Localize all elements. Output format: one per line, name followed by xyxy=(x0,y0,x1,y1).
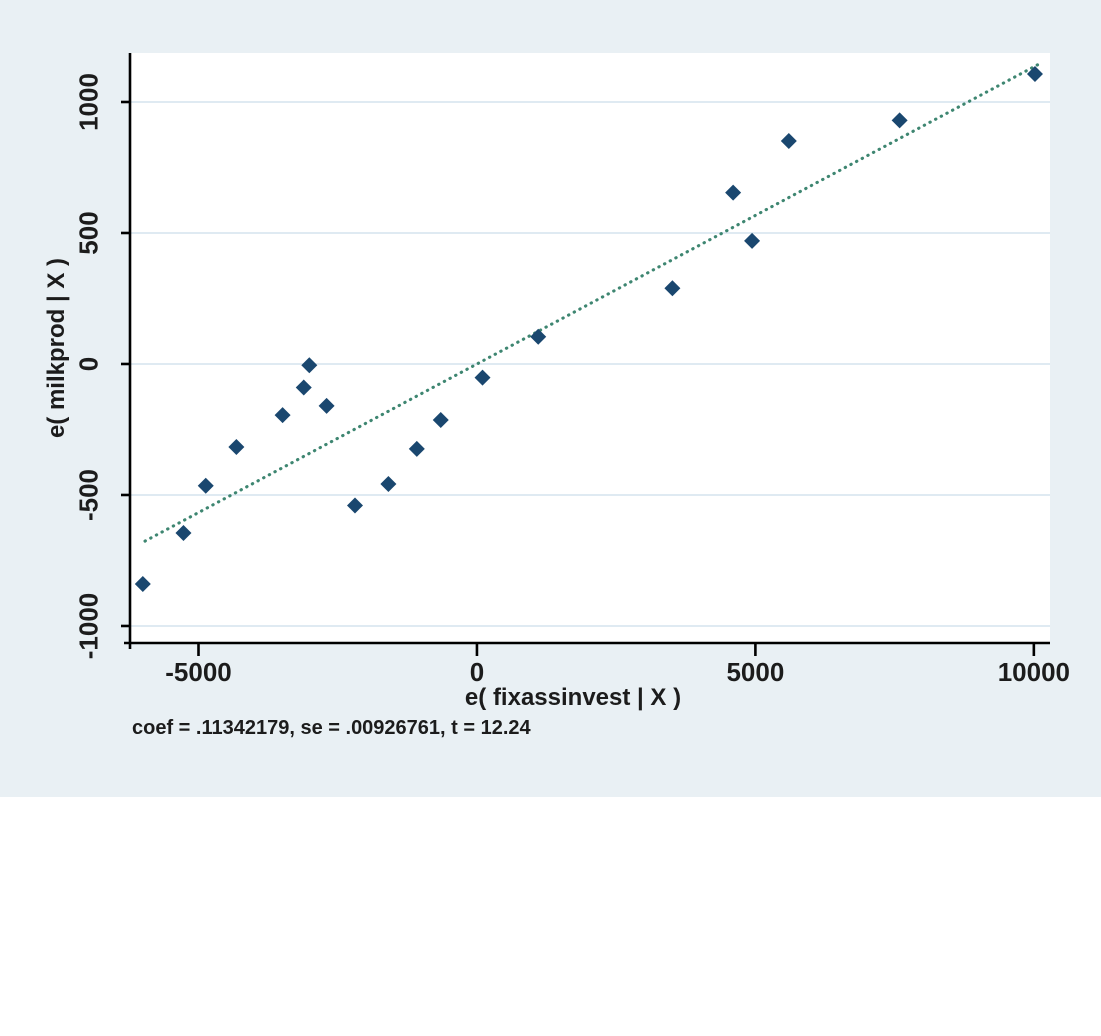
data-point-marker xyxy=(274,407,291,424)
x-tick-label: 0 xyxy=(469,657,485,687)
data-point-marker xyxy=(1026,65,1043,82)
data-point-marker xyxy=(432,412,449,429)
y-tick-label: 500 xyxy=(73,211,104,255)
x-tick-label: -5000 xyxy=(165,657,232,687)
data-point-marker xyxy=(301,357,318,374)
data-point-marker xyxy=(474,369,491,386)
data-point-marker xyxy=(891,112,908,129)
x-axis-title: e( fixassinvest | X ) xyxy=(464,684,682,711)
graph-region: -1000 -500 0 500 1000 -5000 0 5000 10000 e( mil… xyxy=(0,0,1101,797)
scatter-chart xyxy=(121,53,1050,656)
data-point-marker xyxy=(346,497,363,514)
data-point-marker xyxy=(197,477,214,494)
x-tick-label: 5000 xyxy=(726,657,785,687)
y-tick-label: -500 xyxy=(73,468,104,521)
data-point-marker xyxy=(175,524,192,541)
data-point-marker xyxy=(780,133,797,150)
data-point-marker xyxy=(380,475,397,492)
y-axis-title: e( milkprod | X ) xyxy=(43,257,70,439)
x-tick-label: 10000 xyxy=(997,657,1070,687)
y-tick-label: -1000 xyxy=(73,592,104,660)
data-point-marker xyxy=(318,397,335,414)
data-point-marker xyxy=(744,232,761,249)
data-point-marker xyxy=(295,379,312,396)
data-point-marker xyxy=(530,328,547,345)
regression-stats-note: coef = .11342179, se = .00926761, t = 12… xyxy=(132,717,531,739)
plot-area xyxy=(130,53,1050,643)
y-tick-label: 0 xyxy=(73,356,104,372)
fit-line xyxy=(143,62,1042,543)
data-point-marker xyxy=(725,184,742,201)
data-point-marker xyxy=(134,576,151,593)
data-point-marker xyxy=(408,440,425,457)
data-point-marker xyxy=(228,439,245,456)
data-point-marker xyxy=(664,280,681,297)
y-tick-label: 1000 xyxy=(73,73,104,131)
